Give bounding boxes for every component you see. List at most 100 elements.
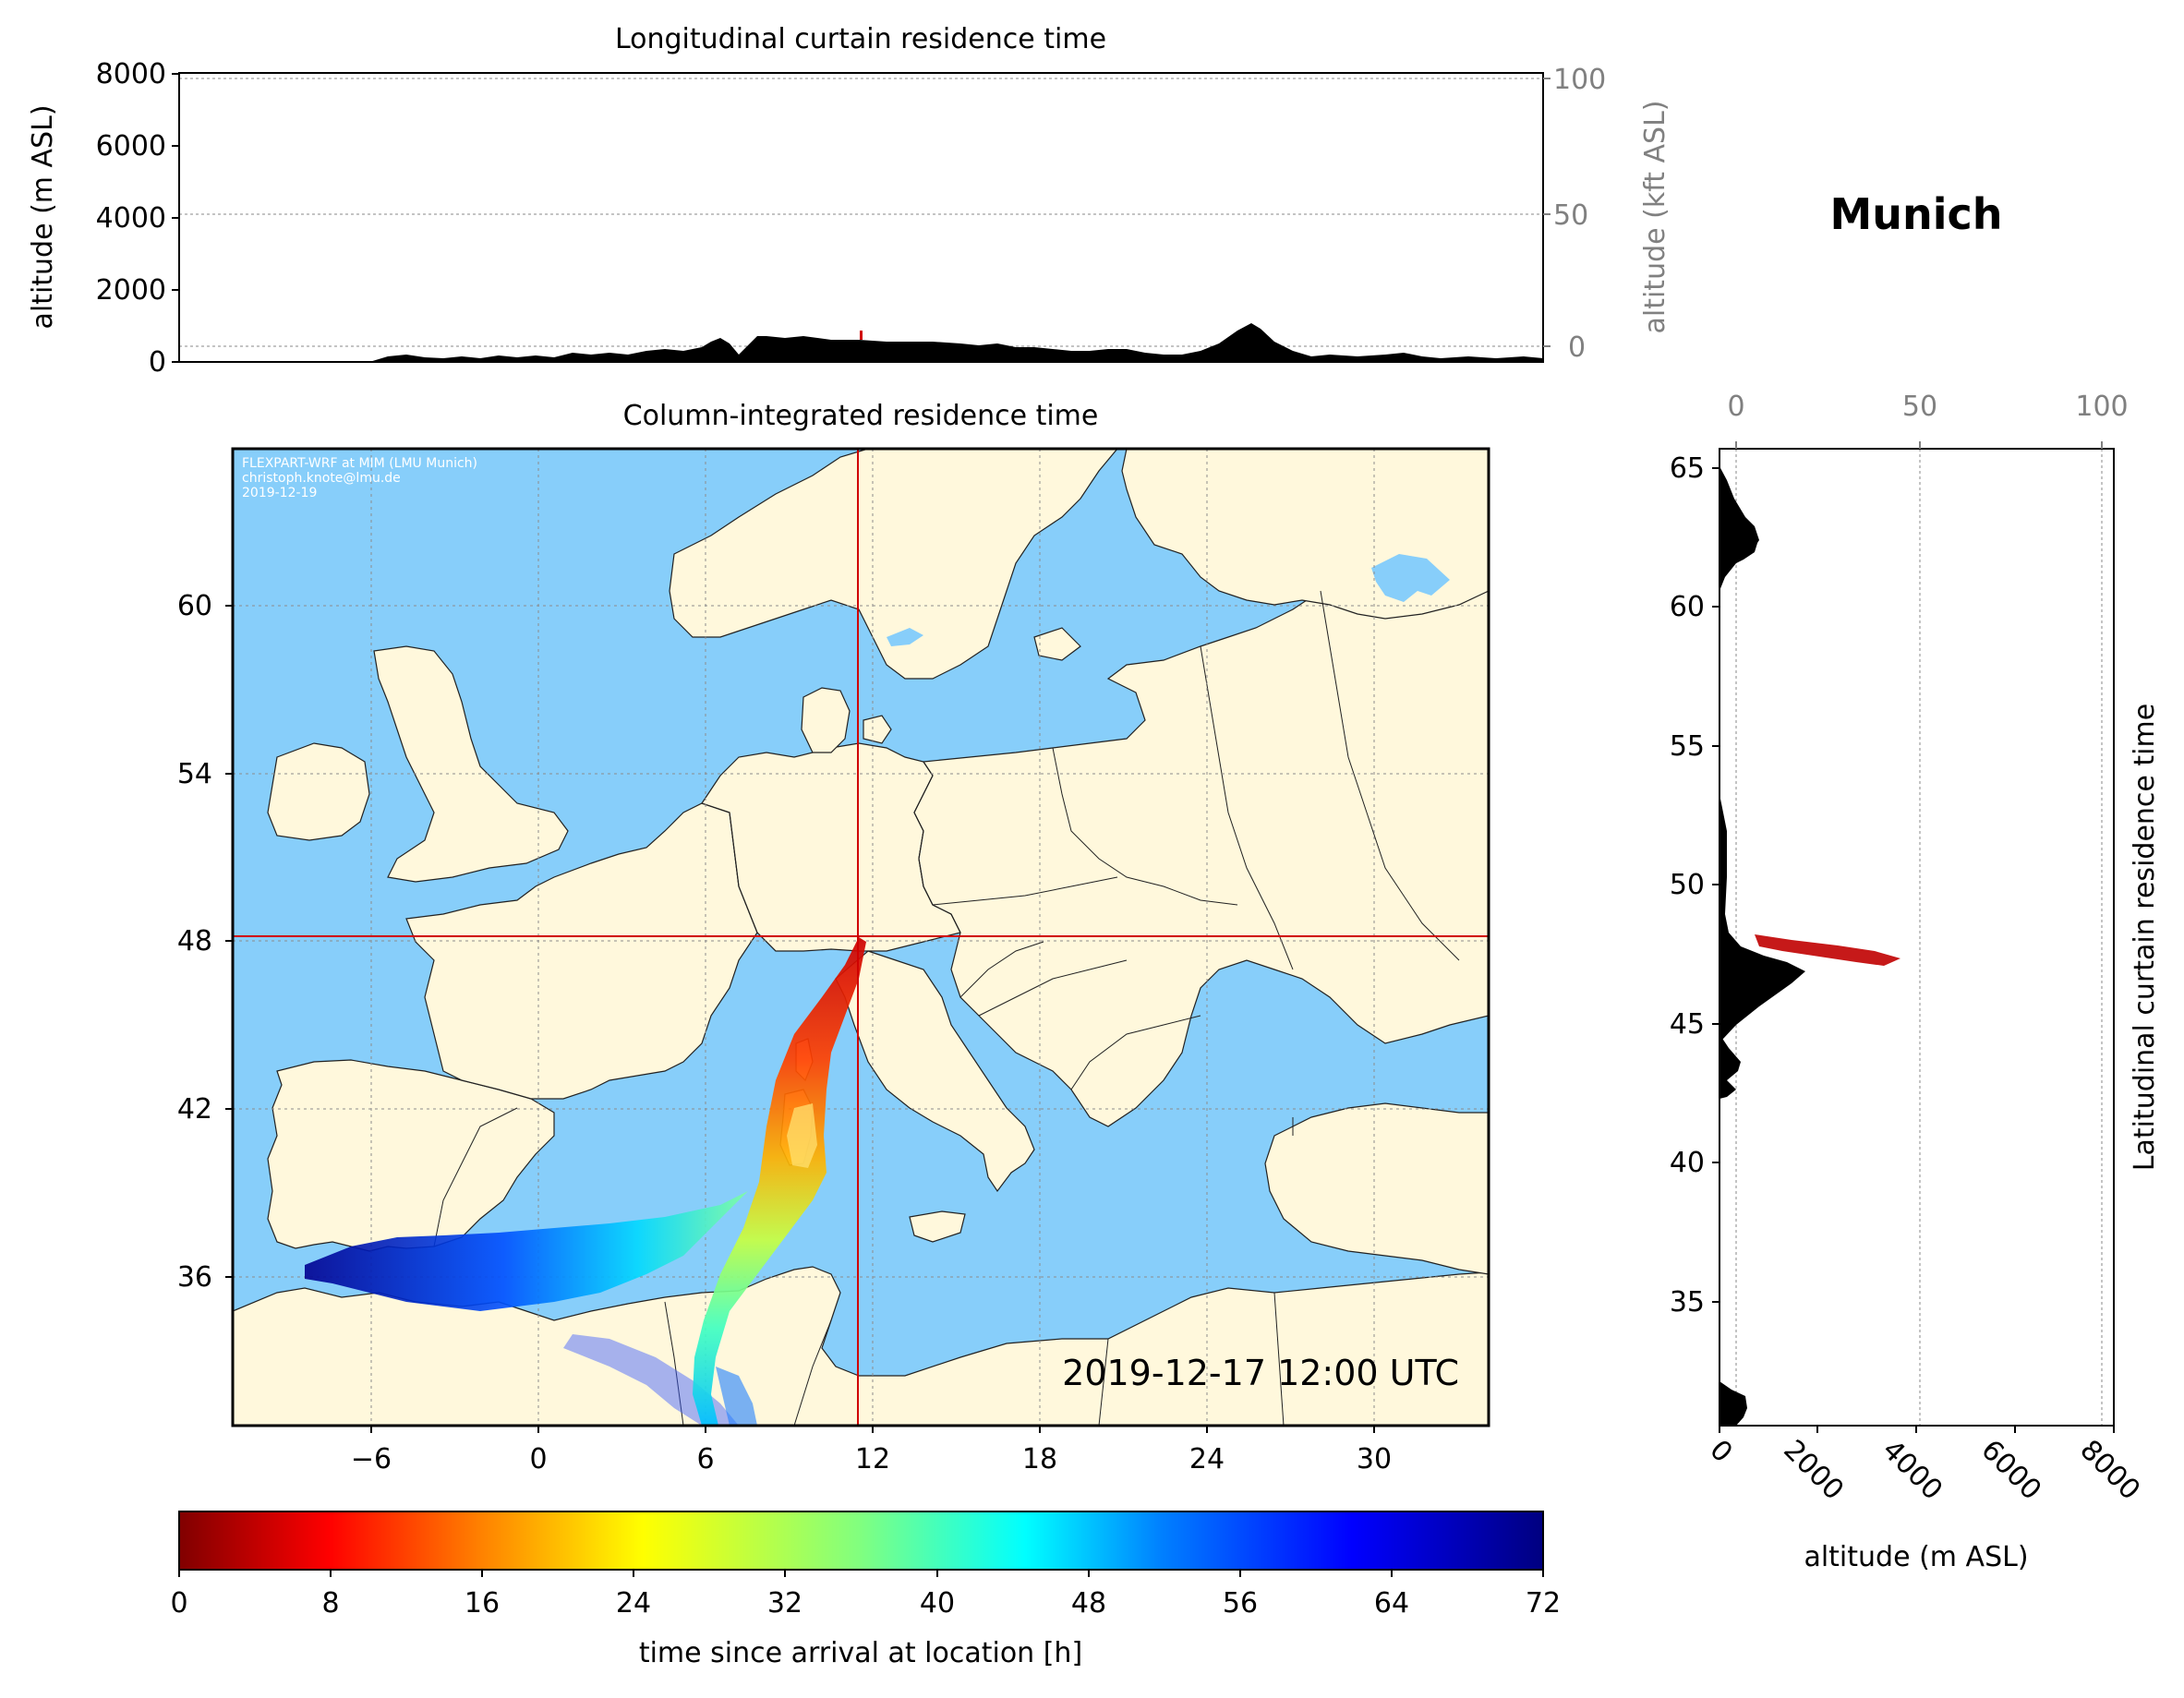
right-ytick-label: 40 [1670, 1147, 1705, 1179]
right-xtick-label: 0 [1703, 1434, 1738, 1469]
landmass-italy [835, 950, 1035, 1193]
map-xtick-label: 0 [529, 1443, 547, 1475]
right-ylabel: Latitudinal curtain residence time [2129, 704, 2161, 1171]
right-station-marker [1755, 934, 1900, 966]
map-yaxis: 36 42 48 54 60 [177, 590, 233, 1294]
top-station-marker [860, 331, 863, 340]
right-yaxis: 35 40 45 50 55 60 65 [1670, 452, 1719, 1319]
colorbar-tick-label: 32 [767, 1587, 802, 1620]
landmass-denmark-islands [863, 715, 892, 744]
credit-line: FLEXPART-WRF at MIM (LMU Munich) [242, 456, 477, 471]
colorbar-tick-label: 24 [616, 1587, 651, 1620]
right-xaxis-bottom: 0 2000 4000 6000 8000 [1703, 1426, 2146, 1507]
colorbar-tick-label: 0 [170, 1587, 187, 1620]
landmass-eastern-europe [913, 512, 1489, 1127]
colorbar-tick-label: 16 [465, 1587, 500, 1620]
landmass-scandinavia [669, 449, 1118, 680]
top-ylabel-right: altitude (kft ASL) [1639, 100, 1671, 333]
top-ytick-label: 4000 [96, 202, 166, 235]
colorbar-tick-label: 8 [321, 1587, 339, 1620]
landmass-sicily [909, 1210, 966, 1243]
right-panel: 35 40 45 50 55 60 65 0 50 100 0 2000 400… [1670, 391, 2161, 1573]
top-yaxis-right: 0 50 100 [1543, 64, 1606, 364]
landmass-denmark [801, 687, 851, 753]
lakes [887, 554, 1450, 646]
right-ytick-label: 60 [1670, 591, 1705, 623]
country-borders [433, 590, 1460, 1426]
map-xtick-label: 30 [1357, 1443, 1392, 1475]
map-xtick-label: 24 [1189, 1443, 1225, 1475]
map-ytick-label: 54 [177, 758, 212, 790]
top-panel: Longitudinal curtain residence time 0 20… [27, 23, 1671, 379]
map-ytick-label: 36 [177, 1261, 212, 1294]
colorbar-tick-label: 48 [1071, 1587, 1106, 1620]
right-xtick-top-label: 0 [1727, 391, 1744, 423]
top-ytick-label: 8000 [96, 58, 166, 90]
colorbar-ticks: 0 8 16 24 32 40 48 56 64 72 [170, 1570, 1561, 1620]
station-title: Munich [1829, 189, 2002, 239]
right-xtick-label: 2000 [1777, 1434, 1850, 1507]
colorbar-gradient [178, 1511, 1544, 1571]
map-xtick-label: −6 [351, 1443, 392, 1475]
plume-main-branch [693, 937, 866, 1426]
right-xtick-label: 4000 [1876, 1434, 1949, 1507]
top-ytick-label: 0 [149, 346, 166, 379]
colorbar-tick-label: 40 [920, 1587, 955, 1620]
colorbar: 0 8 16 24 32 40 48 56 64 72 time since a… [170, 1511, 1561, 1669]
colorbar-tick-label: 64 [1374, 1587, 1409, 1620]
map-ytick-label: 48 [177, 925, 212, 957]
right-xtick-top-label: 50 [1902, 391, 1937, 423]
credit-line: 2019-12-19 [242, 486, 317, 500]
top-terrain-profile [179, 323, 1543, 362]
landmass-great-britain [373, 645, 569, 883]
residence-time-plume [305, 937, 866, 1426]
top-yaxis-left: 0 2000 4000 6000 8000 [96, 58, 179, 379]
right-xaxis-top: 0 50 100 [1727, 391, 2129, 449]
map-xtick-label: 6 [696, 1443, 714, 1475]
plume-southwest-branch [563, 1334, 739, 1426]
map-ytick-label: 42 [177, 1093, 212, 1126]
map-panel-title: Column-integrated residence time [623, 400, 1099, 432]
colorbar-tick-label: 72 [1526, 1587, 1561, 1620]
right-terrain-profile-africa [1719, 1381, 1747, 1426]
plume-south-tail [716, 1367, 757, 1426]
landmass-ireland [267, 742, 370, 841]
top-ylabel: altitude (m ASL) [27, 104, 59, 329]
map-credits: FLEXPART-WRF at MIM (LMU Munich) christo… [242, 456, 477, 500]
map-xtick-label: 12 [855, 1443, 890, 1475]
right-ytick-label: 65 [1670, 452, 1705, 485]
map-xaxis: −6 0 6 12 18 24 30 [351, 1426, 1392, 1475]
right-terrain-profile-alps [1719, 794, 1805, 1043]
plume-west-branch [305, 1191, 748, 1311]
right-terrain-profile-north [1719, 499, 1758, 591]
credit-line: christoph.knote@lmu.de [242, 471, 401, 486]
map-timestamp: 2019-12-17 12:00 UTC [1062, 1353, 1459, 1393]
colorbar-label: time since arrival at location [h] [639, 1637, 1082, 1669]
map-panel: Column-integrated residence time [177, 400, 1490, 1475]
colorbar-tick-label: 56 [1223, 1587, 1258, 1620]
top-panel-title: Longitudinal curtain residence time [615, 23, 1106, 55]
right-ytick-label: 50 [1670, 869, 1705, 901]
landmass-gotland [1033, 627, 1081, 661]
plume-core-highlight [787, 1103, 817, 1168]
right-ytick-label: 45 [1670, 1008, 1705, 1041]
right-xtick-top-label: 100 [2075, 391, 2128, 423]
lake-ladoga [1371, 554, 1450, 602]
right-xtick-label: 8000 [2073, 1434, 2146, 1507]
right-ytick-label: 55 [1670, 730, 1705, 763]
top-ytick-right-label: 0 [1568, 331, 1586, 364]
lake-vanern [887, 628, 923, 646]
landmass-france [405, 802, 758, 1100]
top-ytick-right-label: 50 [1553, 199, 1588, 232]
map-xtick-label: 18 [1022, 1443, 1057, 1475]
landmass-turkey [1264, 1102, 1489, 1275]
top-ytick-label: 6000 [96, 130, 166, 163]
right-xlabel: altitude (m ASL) [1804, 1541, 2028, 1573]
right-terrain-profile-south [1719, 1034, 1741, 1099]
top-ytick-right-label: 100 [1553, 64, 1606, 96]
right-xtick-label: 6000 [1974, 1434, 2047, 1507]
map-ytick-label: 60 [177, 590, 212, 622]
top-ytick-label: 2000 [96, 274, 166, 307]
right-ytick-label: 35 [1670, 1286, 1705, 1319]
